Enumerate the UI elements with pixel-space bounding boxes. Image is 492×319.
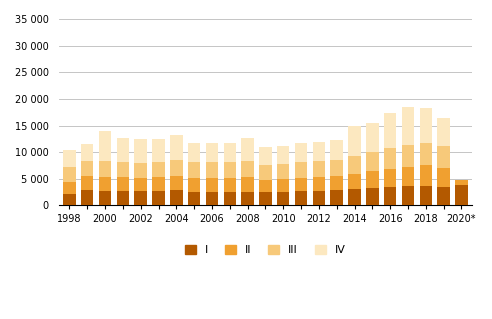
Bar xyxy=(420,143,432,166)
Bar xyxy=(117,162,129,177)
Bar xyxy=(99,161,111,177)
Bar xyxy=(259,166,272,180)
Bar xyxy=(437,146,450,167)
Bar xyxy=(331,160,343,175)
Bar xyxy=(295,191,308,205)
Bar xyxy=(277,146,289,164)
Bar xyxy=(223,178,236,192)
Bar xyxy=(384,148,397,169)
Bar xyxy=(81,144,93,161)
Bar xyxy=(366,171,378,189)
Bar xyxy=(242,192,254,205)
Bar xyxy=(312,142,325,161)
Bar xyxy=(277,192,289,205)
Bar xyxy=(259,180,272,192)
Bar xyxy=(99,177,111,190)
Bar xyxy=(170,175,183,190)
Bar xyxy=(81,161,93,176)
Bar xyxy=(277,164,289,179)
Bar xyxy=(170,160,183,175)
Bar xyxy=(312,161,325,177)
Bar xyxy=(99,131,111,161)
Bar xyxy=(188,143,200,162)
Bar xyxy=(312,191,325,205)
Bar xyxy=(295,143,308,162)
Bar xyxy=(134,139,147,163)
Bar xyxy=(152,191,165,205)
Bar xyxy=(206,162,218,178)
Bar xyxy=(455,185,468,205)
Legend: I, II, III, IV: I, II, III, IV xyxy=(181,240,350,260)
Bar xyxy=(420,108,432,143)
Bar xyxy=(384,169,397,187)
Bar xyxy=(170,135,183,160)
Bar xyxy=(402,186,414,205)
Bar xyxy=(188,178,200,192)
Bar xyxy=(420,166,432,186)
Bar xyxy=(99,190,111,205)
Bar xyxy=(152,162,165,177)
Bar xyxy=(295,178,308,191)
Bar xyxy=(437,117,450,146)
Bar xyxy=(206,143,218,162)
Bar xyxy=(420,186,432,205)
Bar xyxy=(402,167,414,186)
Bar xyxy=(312,177,325,191)
Bar xyxy=(206,192,218,205)
Bar xyxy=(402,145,414,167)
Bar xyxy=(402,107,414,145)
Bar xyxy=(259,147,272,166)
Bar xyxy=(437,187,450,205)
Bar xyxy=(81,176,93,190)
Bar xyxy=(331,190,343,205)
Bar xyxy=(63,150,76,167)
Bar xyxy=(242,177,254,192)
Bar xyxy=(134,178,147,191)
Bar xyxy=(152,177,165,191)
Bar xyxy=(117,190,129,205)
Bar xyxy=(366,189,378,205)
Bar xyxy=(384,113,397,148)
Bar xyxy=(117,177,129,190)
Bar xyxy=(348,126,361,156)
Bar xyxy=(437,167,450,187)
Bar xyxy=(366,152,378,171)
Bar xyxy=(134,191,147,205)
Bar xyxy=(81,190,93,205)
Bar xyxy=(366,123,378,152)
Bar xyxy=(331,140,343,160)
Bar xyxy=(170,190,183,205)
Bar xyxy=(223,143,236,162)
Bar xyxy=(348,174,361,189)
Bar xyxy=(63,182,76,194)
Bar xyxy=(188,192,200,205)
Bar xyxy=(242,161,254,177)
Bar xyxy=(242,138,254,161)
Bar xyxy=(277,179,289,192)
Bar xyxy=(331,175,343,190)
Bar xyxy=(348,156,361,174)
Bar xyxy=(295,162,308,178)
Bar xyxy=(63,167,76,182)
Bar xyxy=(348,189,361,205)
Bar xyxy=(259,192,272,205)
Bar xyxy=(152,139,165,162)
Bar xyxy=(188,162,200,178)
Bar xyxy=(223,162,236,178)
Bar xyxy=(117,138,129,162)
Bar xyxy=(206,178,218,192)
Bar xyxy=(384,187,397,205)
Bar xyxy=(223,192,236,205)
Bar xyxy=(134,163,147,178)
Bar xyxy=(63,194,76,205)
Bar xyxy=(455,180,468,185)
